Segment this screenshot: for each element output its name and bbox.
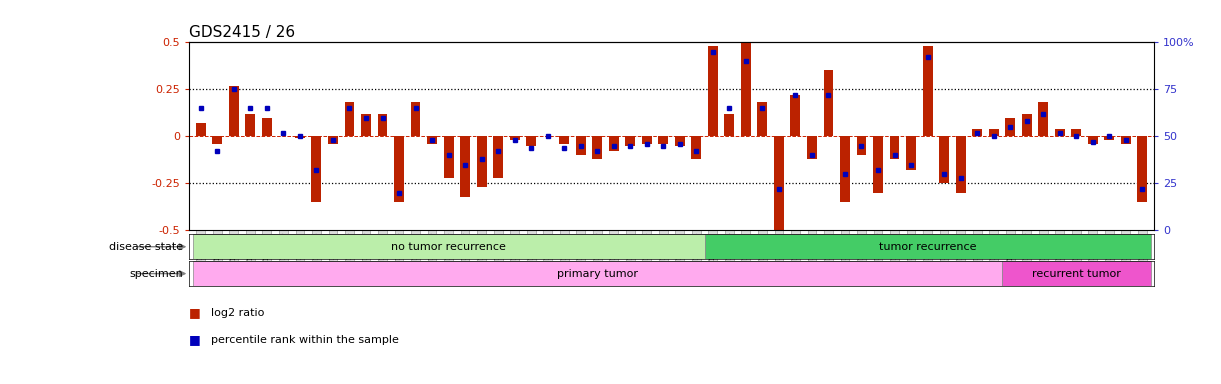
Bar <box>705 234 1150 259</box>
Bar <box>956 136 966 193</box>
Bar <box>939 136 949 184</box>
Bar <box>460 136 470 197</box>
Bar <box>972 129 982 136</box>
Bar <box>1055 129 1065 136</box>
Bar <box>509 136 520 140</box>
Bar <box>741 42 751 136</box>
Bar <box>212 136 222 144</box>
Bar <box>857 136 867 155</box>
Bar <box>1088 136 1098 144</box>
Bar <box>193 234 705 259</box>
Text: primary tumor: primary tumor <box>557 268 637 279</box>
Bar <box>195 123 206 136</box>
Text: tumor recurrence: tumor recurrence <box>879 242 977 252</box>
Text: log2 ratio: log2 ratio <box>211 308 265 318</box>
Bar <box>757 103 767 136</box>
Bar <box>1071 129 1081 136</box>
Bar <box>361 114 371 136</box>
Bar <box>193 261 1002 286</box>
Bar <box>1104 136 1115 140</box>
Bar <box>790 95 801 136</box>
Bar <box>823 71 834 136</box>
Bar <box>1038 103 1048 136</box>
Bar <box>923 46 933 136</box>
Bar <box>1005 118 1015 136</box>
Bar <box>1137 136 1148 202</box>
Bar <box>642 136 652 144</box>
Text: ■: ■ <box>189 333 201 346</box>
Bar <box>377 114 387 136</box>
Bar <box>890 136 900 159</box>
Text: disease state: disease state <box>109 242 183 252</box>
Text: ■: ■ <box>189 306 201 319</box>
Text: recurrent tumor: recurrent tumor <box>1032 268 1121 279</box>
Bar <box>576 136 586 155</box>
Bar <box>526 136 536 146</box>
Bar <box>658 136 668 144</box>
Bar <box>1002 261 1150 286</box>
Bar <box>609 136 619 151</box>
Bar <box>493 136 503 178</box>
Bar <box>295 136 305 138</box>
Bar <box>774 136 784 230</box>
Bar <box>906 136 916 170</box>
Bar <box>344 103 354 136</box>
Bar <box>443 136 453 178</box>
Bar <box>559 136 569 144</box>
Bar <box>427 136 437 144</box>
Bar <box>1121 136 1131 144</box>
Text: specimen: specimen <box>129 268 183 279</box>
Bar <box>263 118 272 136</box>
Bar <box>1022 114 1032 136</box>
Text: GDS2415 / 26: GDS2415 / 26 <box>189 25 295 40</box>
Bar <box>476 136 486 187</box>
Bar <box>328 136 338 144</box>
Bar <box>807 136 817 159</box>
Bar <box>691 136 701 159</box>
Bar <box>592 136 602 159</box>
Bar <box>311 136 321 202</box>
Bar <box>625 136 635 146</box>
Text: no tumor recurrence: no tumor recurrence <box>391 242 505 252</box>
Bar <box>989 129 999 136</box>
Bar <box>245 114 255 136</box>
Text: percentile rank within the sample: percentile rank within the sample <box>211 335 399 345</box>
Bar <box>675 136 685 146</box>
Bar <box>228 86 239 136</box>
Bar <box>873 136 883 193</box>
Bar <box>394 136 404 202</box>
Bar <box>840 136 850 202</box>
Bar <box>724 114 734 136</box>
Bar <box>410 103 420 136</box>
Bar <box>708 46 718 136</box>
